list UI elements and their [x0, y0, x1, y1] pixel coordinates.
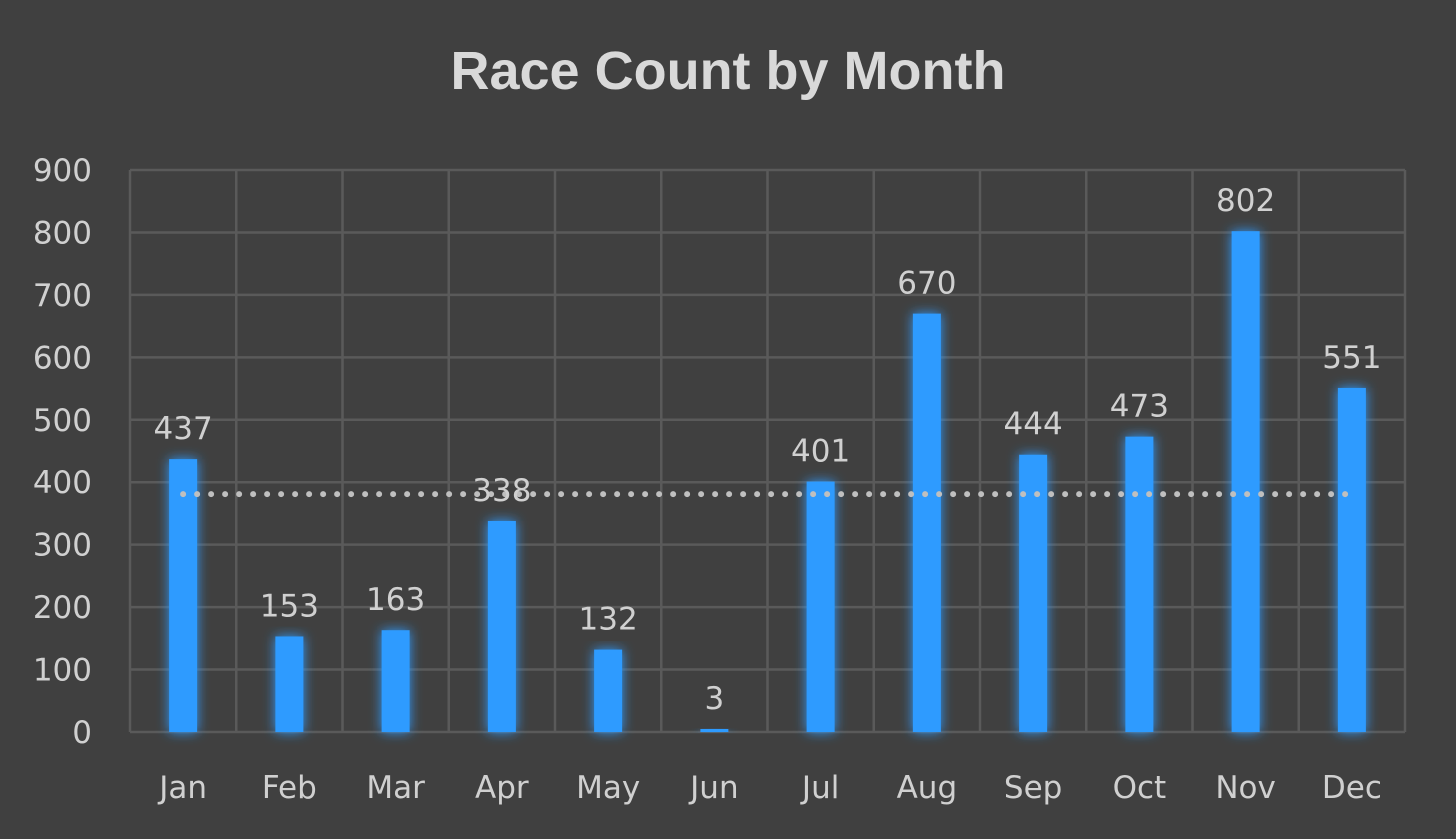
bar-feb: [275, 636, 304, 732]
x-axis-ticks: Jan Feb Mar Apr May Jun Jul Aug Sep Oct Nov Dec: [157, 770, 1382, 806]
x-tick-label: Sep: [1004, 770, 1062, 806]
x-tick-label: Jul: [800, 770, 839, 806]
bar-jun: [700, 729, 729, 732]
y-tick-label: 500: [33, 403, 92, 439]
data-label: 473: [1110, 389, 1169, 425]
data-label: 551: [1322, 340, 1381, 376]
gridlines: [128, 168, 1407, 734]
x-tick-label: Nov: [1215, 770, 1276, 806]
y-axis-ticks: 0 100 200 300 400 500 600 700 800 900: [33, 153, 92, 751]
x-tick-label: Aug: [897, 770, 958, 806]
y-tick-label: 100: [33, 653, 92, 689]
bar-jul: [806, 481, 835, 732]
bar-oct: [1125, 436, 1154, 732]
x-tick-label: Apr: [475, 770, 529, 806]
data-label: 153: [260, 588, 319, 624]
bar-mar: [381, 630, 410, 732]
bars: [169, 231, 1366, 732]
data-label: 163: [366, 582, 425, 618]
x-tick-label: May: [576, 770, 640, 806]
bar-jan: [169, 459, 198, 732]
y-tick-label: 900: [33, 153, 92, 189]
data-label: 338: [472, 473, 531, 509]
data-labels: 437 153 163 338 132 3 401 670 444 473 802 551: [154, 183, 1382, 717]
data-label: 437: [154, 411, 213, 447]
y-tick-label: 200: [33, 590, 92, 626]
data-label: 670: [897, 266, 956, 302]
y-tick-label: 0: [72, 715, 92, 751]
data-label: 401: [791, 434, 850, 470]
x-tick-label: Oct: [1113, 770, 1167, 806]
x-tick-label: Dec: [1322, 770, 1382, 806]
bar-sep: [1019, 454, 1048, 732]
bar-aug: [912, 313, 941, 732]
bar-apr: [487, 520, 516, 732]
y-tick-label: 600: [33, 340, 92, 376]
data-label: 3: [705, 681, 725, 717]
x-tick-label: Jun: [688, 770, 738, 806]
data-label: 802: [1216, 183, 1275, 219]
bar-may: [594, 649, 623, 732]
bar-dec: [1337, 387, 1366, 732]
x-tick-label: Jan: [157, 770, 207, 806]
y-tick-label: 800: [33, 215, 92, 251]
x-tick-label: Mar: [366, 770, 425, 806]
data-label: 444: [1004, 407, 1063, 443]
bar-nov: [1231, 231, 1260, 732]
data-label: 132: [579, 602, 638, 638]
y-tick-label: 700: [33, 278, 92, 314]
chart-title: Race Count by Month: [450, 41, 1006, 101]
y-tick-label: 300: [33, 528, 92, 564]
x-tick-label: Feb: [262, 770, 317, 806]
y-tick-label: 400: [33, 465, 92, 501]
